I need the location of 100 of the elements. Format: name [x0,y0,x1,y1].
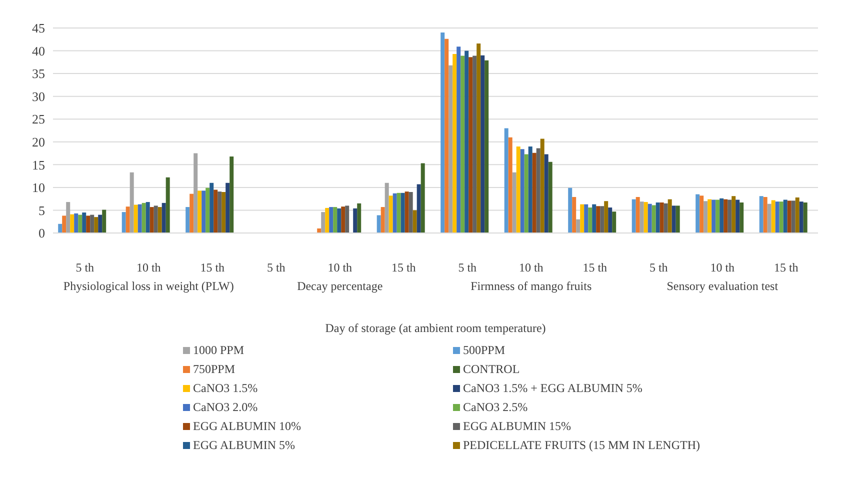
bar [596,206,600,233]
legend-label: CaNO3 1.5% [193,381,258,396]
bar [652,205,656,233]
bar [452,54,457,233]
bar [779,202,784,233]
bar [150,207,154,233]
bar [791,200,796,233]
bar [520,149,524,233]
bar [700,196,704,233]
bar [190,194,194,233]
x-tick-label: 15 th [391,260,416,275]
bar [468,57,473,233]
bar [724,199,728,233]
y-tick-label: 35 [32,66,45,82]
bar [341,206,346,233]
bar [716,200,720,233]
bar [584,204,588,233]
bar [206,188,210,233]
bar [420,163,425,233]
bar [672,206,676,233]
bar [612,212,616,233]
bar [803,202,808,233]
y-tick-label: 40 [32,43,45,58]
bar [524,154,528,233]
bar [198,190,202,233]
bar [78,214,82,233]
legend-label: 1000 PPM [193,343,244,358]
bar [767,204,772,233]
bar [740,202,744,233]
bar [396,192,401,233]
bar [795,197,800,233]
x-tick-label: 5 th [266,260,286,275]
bar [759,196,764,233]
bar [512,172,516,233]
y-tick-label: 0 [38,226,45,241]
bar [408,192,413,233]
bar [588,207,592,233]
bar [540,138,544,233]
legend-label: CaNO3 1.5% + EGG ALBUMIN 5% [463,381,642,396]
bar [202,190,206,233]
bar [154,206,158,233]
bar [576,219,580,233]
bar [384,182,389,233]
legend-label: CONTROL [463,362,520,377]
bar [444,38,449,233]
legend-label: CaNO3 2.0% [193,400,258,415]
y-tick-label: 5 [38,202,45,218]
bar [572,197,576,233]
bar [345,206,350,233]
x-tick-label: 10 th [328,260,352,275]
legend-label: EGG ALBUMIN 10% [193,419,301,434]
bar [329,207,334,233]
bar [380,207,385,233]
bar [728,200,732,233]
bar [508,137,512,233]
bar [668,199,672,233]
y-tick-label: 45 [32,20,45,36]
bar [732,196,736,233]
x-tick-label: 10 th [518,260,544,275]
legend-label: 750PPM [193,362,236,377]
bar [476,43,481,233]
bar [70,214,74,233]
bar [126,206,130,233]
y-tick-label: 30 [32,88,45,104]
bar [82,212,86,233]
legend-label: PEDICELLATE FRUITS (15 MM IN LENGTH) [463,438,700,453]
bar [640,202,644,233]
bar [736,200,740,233]
bar [536,148,540,233]
bar [720,198,724,233]
bar [130,172,134,233]
legend-label: CaNO3 2.5% [463,400,528,415]
x-tick-label: 5 th [76,260,94,275]
bar [648,204,652,233]
bar [464,50,469,233]
x-tick-label: 15 th [582,260,608,275]
text: Decay percentage [296,279,384,294]
bar [166,177,170,233]
bar [94,217,98,233]
bar [660,202,664,233]
bar [325,208,330,233]
bar [504,128,508,233]
bar [528,146,532,233]
bar [337,208,342,233]
x-tick-label: 15 th [200,260,225,275]
bar [696,194,700,233]
bar [218,192,222,233]
bar [460,56,465,233]
bar [480,55,485,233]
bar [86,216,90,233]
x-tick-label: 5 th [458,260,477,275]
bar [388,196,393,233]
legend-label: 500PPM [463,343,506,358]
bar [222,192,226,233]
bar [412,210,417,233]
bar [98,214,102,233]
bar [708,199,712,233]
bar [448,65,453,233]
bar [102,210,106,233]
bar [74,213,78,233]
